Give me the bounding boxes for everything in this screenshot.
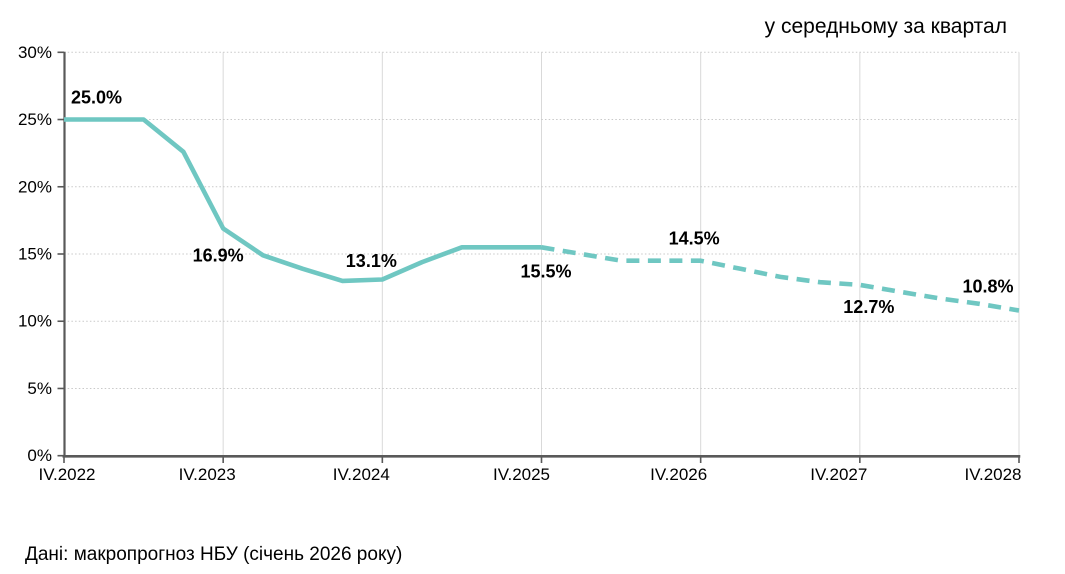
x-tick-label: IV.2024 bbox=[333, 465, 390, 484]
y-tick-label: 10% bbox=[18, 312, 52, 331]
data-label: 13.1% bbox=[346, 251, 397, 271]
data-label: 12.7% bbox=[843, 297, 894, 317]
y-tick-label: 0% bbox=[27, 446, 52, 465]
x-tick-label: IV.2025 bbox=[493, 465, 550, 484]
y-tick-label: 15% bbox=[18, 245, 52, 264]
y-tick-label: 25% bbox=[18, 110, 52, 129]
source-note: Дані: макропрогноз НБУ (січень 2026 року… bbox=[25, 544, 403, 565]
data-label: 15.5% bbox=[520, 261, 571, 281]
actual-line bbox=[64, 117, 542, 284]
x-tick-label: IV.2023 bbox=[179, 465, 236, 484]
data-label: 16.9% bbox=[193, 245, 244, 265]
chart-title: у середньому за квартал bbox=[764, 15, 1007, 38]
x-tick-label: IV.2027 bbox=[810, 465, 867, 484]
data-label: 10.8% bbox=[962, 276, 1013, 296]
y-tick-label: 20% bbox=[18, 177, 52, 196]
x-tick-label: IV.2026 bbox=[650, 465, 707, 484]
data-label: 14.5% bbox=[669, 229, 720, 249]
x-tick-label: IV.2022 bbox=[38, 465, 95, 484]
data-label: 25.0% bbox=[71, 88, 122, 108]
y-tick-label: 5% bbox=[27, 379, 52, 398]
x-tick-label: IV.2028 bbox=[964, 465, 1021, 484]
forecast-line bbox=[541, 245, 1020, 313]
y-tick-label: 30% bbox=[18, 43, 52, 62]
